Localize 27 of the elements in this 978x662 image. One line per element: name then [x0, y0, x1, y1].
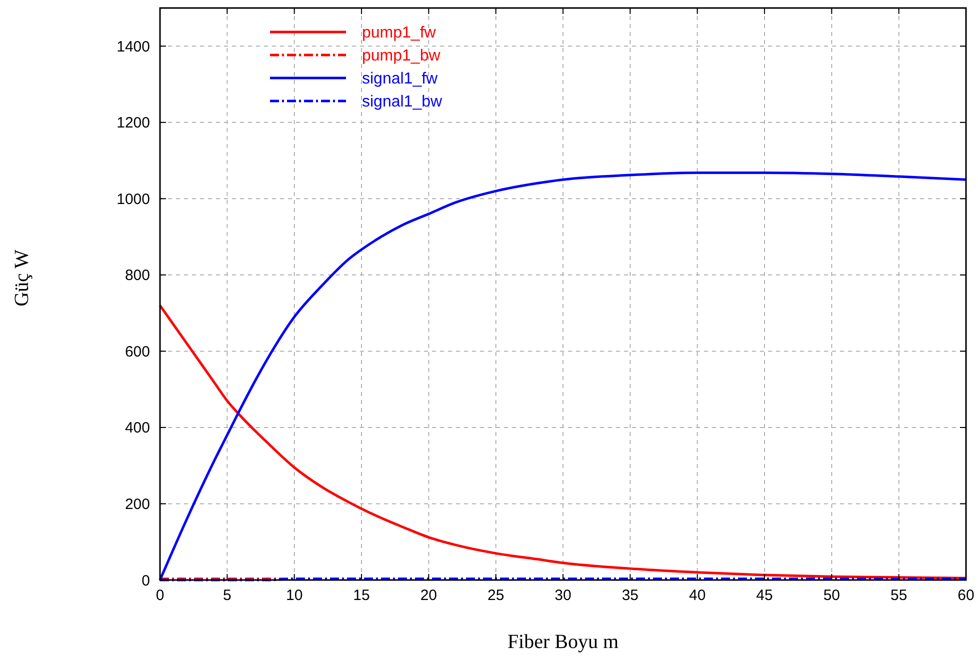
x-tick-label: 5 [222, 587, 232, 604]
x-tick-label: 10 [286, 587, 303, 604]
x-axis-title: Fiber Boyu m [507, 631, 619, 653]
x-tick-label: 55 [890, 587, 908, 604]
y-tick-label: 400 [124, 420, 150, 437]
y-axis-title: Güç W [11, 249, 33, 306]
y-tick-label: 1200 [116, 114, 150, 132]
x-tick-label: 20 [420, 587, 438, 604]
x-tick-label: 40 [688, 587, 706, 604]
y-tick-label: 200 [124, 496, 150, 513]
x-tick-label: 60 [958, 587, 974, 604]
x-tick-label: 30 [554, 587, 572, 604]
x-tick-label: 35 [622, 587, 639, 604]
y-tick-label: 0 [142, 572, 150, 590]
y-tick-label: 800 [124, 267, 150, 284]
x-tick-label: 0 [156, 587, 164, 604]
x-tick-label: 50 [823, 587, 840, 604]
y-tick-label: 600 [124, 343, 150, 360]
x-tick-label: 45 [756, 587, 773, 604]
x-tick-label: 25 [487, 587, 504, 604]
legend-label: signal1_fw [362, 70, 438, 88]
y-tick-label: 1000 [116, 190, 150, 208]
x-tick-label: 15 [353, 587, 370, 604]
legend-label: pump1_fw [362, 24, 436, 42]
legend-label: pump1_bw [362, 48, 441, 65]
legend-label: signal1_bw [362, 94, 442, 111]
y-tick-label: 1400 [116, 38, 150, 56]
